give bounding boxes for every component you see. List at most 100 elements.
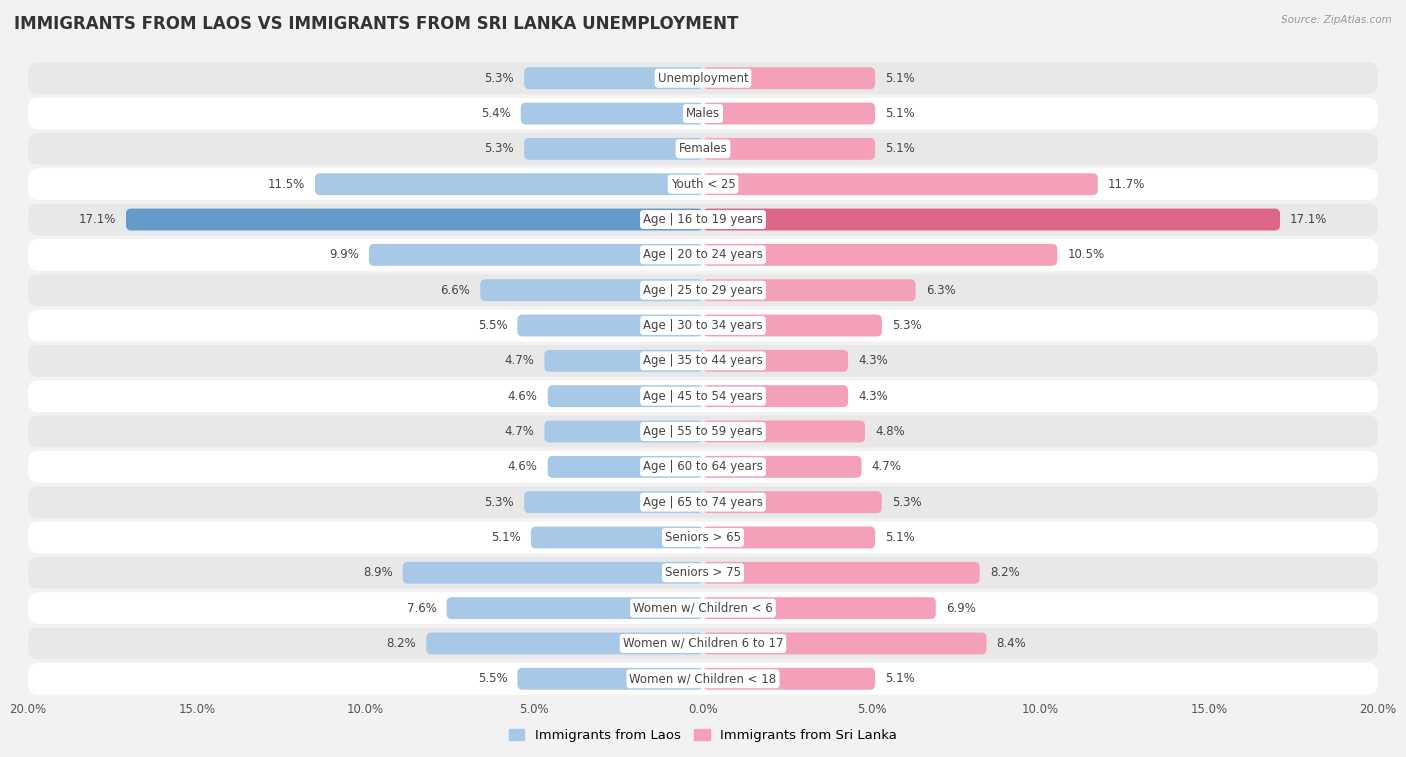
FancyBboxPatch shape [28,133,1378,165]
Text: 9.9%: 9.9% [329,248,359,261]
FancyBboxPatch shape [28,522,1378,553]
FancyBboxPatch shape [703,209,1279,230]
Text: 10.5%: 10.5% [1067,248,1105,261]
FancyBboxPatch shape [426,633,703,654]
FancyBboxPatch shape [28,98,1378,129]
Text: 11.5%: 11.5% [267,178,305,191]
Text: Women w/ Children 6 to 17: Women w/ Children 6 to 17 [623,637,783,650]
FancyBboxPatch shape [531,527,703,548]
Text: 4.6%: 4.6% [508,390,537,403]
FancyBboxPatch shape [703,668,875,690]
Text: Age | 30 to 34 years: Age | 30 to 34 years [643,319,763,332]
FancyBboxPatch shape [703,138,875,160]
FancyBboxPatch shape [703,421,865,442]
Text: 4.8%: 4.8% [875,425,905,438]
FancyBboxPatch shape [402,562,703,584]
Text: Age | 35 to 44 years: Age | 35 to 44 years [643,354,763,367]
Text: 5.3%: 5.3% [485,142,515,155]
Text: Women w/ Children < 6: Women w/ Children < 6 [633,602,773,615]
Text: 5.1%: 5.1% [886,72,915,85]
FancyBboxPatch shape [703,173,1098,195]
FancyBboxPatch shape [28,168,1378,200]
Text: 5.3%: 5.3% [891,319,921,332]
Legend: Immigrants from Laos, Immigrants from Sri Lanka: Immigrants from Laos, Immigrants from Sr… [503,724,903,747]
Text: Males: Males [686,107,720,120]
FancyBboxPatch shape [447,597,703,619]
Text: 6.3%: 6.3% [925,284,956,297]
FancyBboxPatch shape [520,103,703,124]
Text: 4.3%: 4.3% [858,354,889,367]
Text: 6.6%: 6.6% [440,284,470,297]
Text: 5.3%: 5.3% [891,496,921,509]
Text: 17.1%: 17.1% [1291,213,1327,226]
Text: Age | 45 to 54 years: Age | 45 to 54 years [643,390,763,403]
Text: 5.3%: 5.3% [485,496,515,509]
Text: 5.5%: 5.5% [478,672,508,685]
Text: 4.7%: 4.7% [505,425,534,438]
Text: Age | 16 to 19 years: Age | 16 to 19 years [643,213,763,226]
FancyBboxPatch shape [315,173,703,195]
Text: Seniors > 65: Seniors > 65 [665,531,741,544]
Text: Females: Females [679,142,727,155]
Text: Women w/ Children < 18: Women w/ Children < 18 [630,672,776,685]
Text: 8.4%: 8.4% [997,637,1026,650]
FancyBboxPatch shape [703,597,936,619]
Text: 4.6%: 4.6% [508,460,537,473]
FancyBboxPatch shape [544,350,703,372]
FancyBboxPatch shape [28,592,1378,624]
FancyBboxPatch shape [703,103,875,124]
Text: Seniors > 75: Seniors > 75 [665,566,741,579]
FancyBboxPatch shape [28,345,1378,377]
FancyBboxPatch shape [524,67,703,89]
FancyBboxPatch shape [703,491,882,513]
Text: 6.9%: 6.9% [946,602,976,615]
Text: 4.3%: 4.3% [858,390,889,403]
FancyBboxPatch shape [28,62,1378,94]
Text: Source: ZipAtlas.com: Source: ZipAtlas.com [1281,15,1392,25]
Text: 5.5%: 5.5% [478,319,508,332]
Text: 7.6%: 7.6% [406,602,436,615]
Text: 5.3%: 5.3% [485,72,515,85]
Text: 5.1%: 5.1% [886,142,915,155]
Text: 4.7%: 4.7% [872,460,901,473]
FancyBboxPatch shape [368,244,703,266]
FancyBboxPatch shape [703,350,848,372]
FancyBboxPatch shape [481,279,703,301]
Text: 5.1%: 5.1% [491,531,520,544]
Text: 5.1%: 5.1% [886,672,915,685]
Text: Age | 65 to 74 years: Age | 65 to 74 years [643,496,763,509]
FancyBboxPatch shape [703,385,848,407]
Text: 17.1%: 17.1% [79,213,115,226]
FancyBboxPatch shape [703,527,875,548]
Text: 5.1%: 5.1% [886,107,915,120]
Text: 4.7%: 4.7% [505,354,534,367]
FancyBboxPatch shape [28,486,1378,518]
Text: 8.9%: 8.9% [363,566,392,579]
FancyBboxPatch shape [703,279,915,301]
Text: 5.4%: 5.4% [481,107,510,120]
FancyBboxPatch shape [127,209,703,230]
FancyBboxPatch shape [517,668,703,690]
Text: 5.1%: 5.1% [886,531,915,544]
FancyBboxPatch shape [28,310,1378,341]
Text: Age | 20 to 24 years: Age | 20 to 24 years [643,248,763,261]
FancyBboxPatch shape [28,663,1378,695]
FancyBboxPatch shape [28,451,1378,483]
FancyBboxPatch shape [703,67,875,89]
Text: Unemployment: Unemployment [658,72,748,85]
FancyBboxPatch shape [548,385,703,407]
Text: 8.2%: 8.2% [387,637,416,650]
FancyBboxPatch shape [28,204,1378,235]
Text: Youth < 25: Youth < 25 [671,178,735,191]
FancyBboxPatch shape [28,274,1378,306]
FancyBboxPatch shape [544,421,703,442]
Text: Age | 25 to 29 years: Age | 25 to 29 years [643,284,763,297]
FancyBboxPatch shape [28,239,1378,271]
FancyBboxPatch shape [517,315,703,336]
FancyBboxPatch shape [524,491,703,513]
FancyBboxPatch shape [28,557,1378,589]
FancyBboxPatch shape [28,628,1378,659]
Text: Age | 55 to 59 years: Age | 55 to 59 years [643,425,763,438]
FancyBboxPatch shape [548,456,703,478]
FancyBboxPatch shape [703,633,987,654]
